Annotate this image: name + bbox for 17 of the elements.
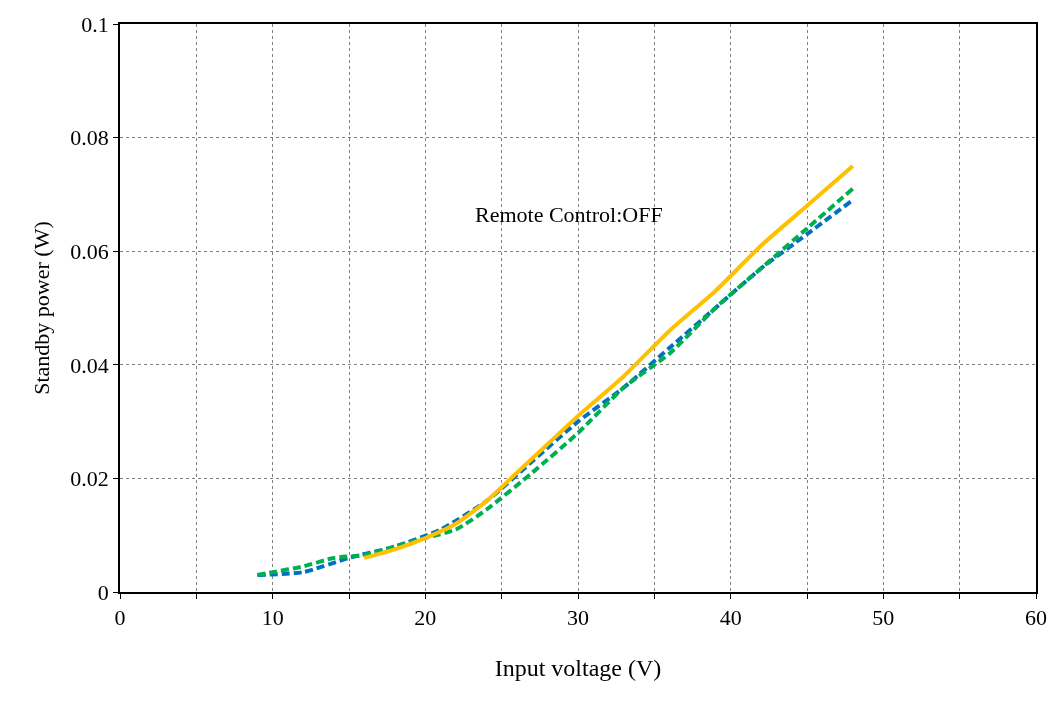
x-tick-label: 40 bbox=[719, 605, 742, 631]
x-tick-label: 0 bbox=[114, 605, 126, 631]
x-tick-label: 60 bbox=[1025, 605, 1047, 631]
y-tick-label: 0.02 bbox=[70, 466, 109, 492]
x-tick-label: 10 bbox=[261, 605, 284, 631]
x-tick-label: 20 bbox=[414, 605, 437, 631]
y-tick-label: 0.06 bbox=[70, 238, 109, 264]
y-tick-label: 0.1 bbox=[81, 11, 109, 37]
x-axis-title: Input voltage (V) bbox=[494, 654, 662, 681]
x-tick-label: 30 bbox=[567, 605, 589, 631]
line-series bbox=[362, 164, 855, 560]
x-tick-label: 50 bbox=[872, 605, 895, 631]
annotation: Remote Control:OFF bbox=[475, 202, 663, 227]
y-axis-title: Standby power (W) bbox=[28, 221, 54, 395]
y-tick-label: 0.08 bbox=[70, 125, 109, 151]
y-tick-label: 0 bbox=[97, 579, 109, 605]
y-tick-label: 0.04 bbox=[70, 352, 109, 378]
